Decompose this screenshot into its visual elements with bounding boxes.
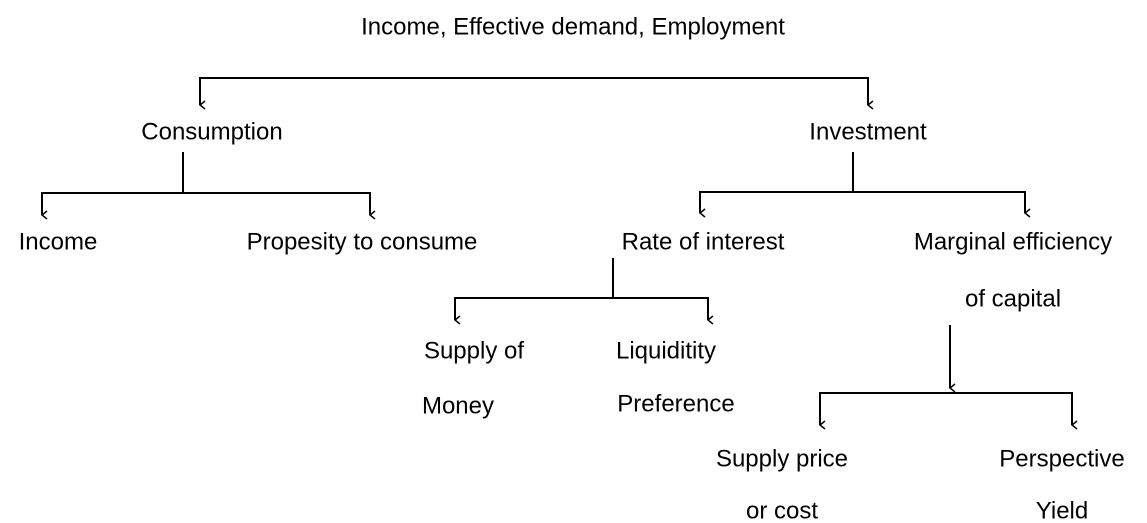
connectors bbox=[41, 77, 1073, 425]
connector bbox=[199, 77, 869, 105]
connector bbox=[41, 152, 371, 215]
title: Income, Effective demand, Employment bbox=[361, 13, 785, 40]
node-label: Consumption bbox=[141, 118, 282, 145]
node-label: Propesity to consume bbox=[247, 228, 478, 255]
connector bbox=[819, 392, 1073, 425]
node-label: Money bbox=[422, 392, 494, 419]
node-label: or cost bbox=[746, 497, 818, 523]
connector bbox=[699, 152, 1026, 213]
node-label: Investment bbox=[809, 118, 927, 145]
connector bbox=[454, 258, 709, 320]
node-label: Yield bbox=[1036, 497, 1088, 523]
node-label: Liquiditity bbox=[616, 337, 716, 364]
node-label: Income bbox=[19, 228, 98, 255]
node-label: Rate of interest bbox=[622, 228, 785, 255]
node-label: Supply price bbox=[716, 445, 848, 472]
node-label: Supply of bbox=[424, 337, 524, 364]
node-label: of capital bbox=[965, 285, 1061, 312]
node-label: Marginal efficiency bbox=[914, 228, 1112, 255]
node-label: Perspective bbox=[999, 445, 1124, 472]
node-label: Preference bbox=[617, 390, 734, 417]
